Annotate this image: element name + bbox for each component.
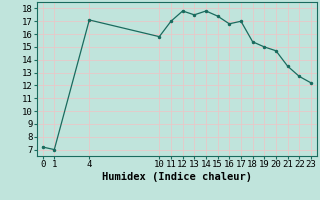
X-axis label: Humidex (Indice chaleur): Humidex (Indice chaleur): [102, 172, 252, 182]
